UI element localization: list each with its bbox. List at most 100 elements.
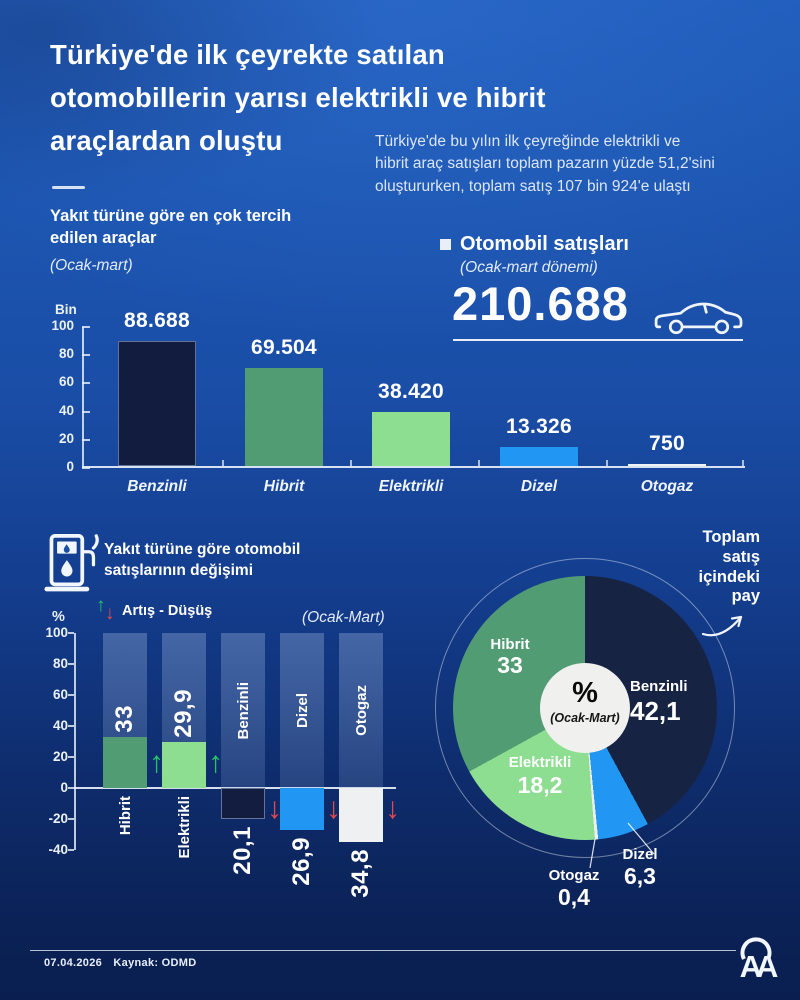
bar-category-label: Otogaz	[346, 633, 376, 788]
pie-label-otogaz: Otogaz	[548, 867, 600, 884]
y-axis-tick-label: 40	[52, 718, 68, 733]
y-axis-tick-label: 100	[51, 318, 74, 333]
pie-center-period: (Ocak-Mart)	[550, 710, 620, 725]
pie-annotation: Toplam satış içindeki pay	[698, 528, 760, 606]
band-dizel	[280, 633, 324, 788]
bar-category-label: Dizel	[520, 478, 558, 495]
bar-value-label: 88.688	[123, 308, 191, 332]
page-title: Türkiye'de ilk çeyrekte satılan otomobil…	[50, 39, 546, 156]
bar-value-label: 20,1	[226, 826, 260, 906]
legend-arrows: ↑ ↓	[96, 595, 115, 631]
sales-summary: Otomobil satışları (Ocak-mart dönemi) 21…	[438, 228, 768, 353]
chart1-period: (Ocak-mart)	[50, 257, 133, 274]
bar-category-label: Benzinli	[228, 633, 258, 788]
bar-value-text: 33	[111, 705, 138, 733]
pie-value-benzinli: 42,1	[630, 696, 681, 726]
y-axis-tick	[68, 756, 74, 758]
y-axis-tick-label: 80	[58, 346, 74, 362]
y-axis-tick-label: 20	[52, 749, 68, 764]
y-axis-tick-label: 20	[58, 430, 74, 446]
down-arrow-icon: ↓	[385, 792, 400, 825]
up-arrow-icon: ↑	[149, 746, 164, 779]
bar-value-label: 13.326	[505, 415, 573, 439]
bar-value-text: 26,9	[288, 836, 315, 886]
bar-category-text: Dizel	[293, 692, 311, 728]
chart2-legend-label: Artış - Düşüş	[122, 603, 213, 619]
y-axis-tick	[68, 663, 74, 665]
y-axis-tick	[68, 632, 74, 634]
bar-elektrikli	[162, 741, 206, 788]
decrease-arrow-icon: ↓	[105, 603, 115, 624]
bar-dizel	[500, 447, 578, 466]
y-axis-tick-label: 80	[52, 656, 68, 671]
bar-chart-change-by-fuel: Yakıt türüne göre otomobil satışlarının …	[40, 525, 430, 920]
bar-category-label: Hibrit	[263, 478, 305, 495]
bar-value-text: 29,9	[170, 688, 197, 738]
y-axis-tick	[82, 410, 90, 413]
y-axis-tick	[68, 725, 74, 727]
bar-category-label: Dizel	[287, 633, 317, 788]
y-axis-tick-label: 60	[58, 374, 74, 390]
pie-center-badge: % (Ocak-Mart)	[540, 663, 630, 753]
bar-category-label: Hibrit	[110, 796, 140, 891]
y-axis-tick-label: 60	[52, 687, 68, 702]
bar-otogaz	[339, 788, 383, 842]
y-axis-tick-label: 0	[60, 780, 68, 795]
bar-category-label: Benzinli	[127, 478, 187, 495]
x-axis-tick	[222, 460, 224, 466]
footer-divider	[30, 950, 736, 951]
y-axis-tick	[68, 787, 74, 789]
chart2-period: (Ocak-Mart)	[302, 609, 385, 626]
y-axis-tick	[82, 382, 90, 385]
footer-date: 07.04.2026	[44, 957, 103, 969]
bar-chart-sales-by-fuel: 100 80 60 40 20 0 88.688 69.504 38.420 13.326 750 …	[40, 300, 760, 510]
car-outline-icon	[654, 302, 743, 335]
y-axis-tick	[68, 818, 74, 820]
band-otogaz	[339, 633, 383, 788]
bar-category-label: Elektrikli	[378, 478, 444, 495]
title-dash-divider	[52, 186, 85, 189]
pie-leader-lines	[589, 822, 655, 869]
band-benzinli	[221, 633, 265, 788]
down-arrow-icon: ↓	[326, 792, 341, 825]
y-axis-tick	[68, 694, 74, 696]
intro-paragraph: Türkiye'de bu yılın ilk çeyreğinde elekt…	[375, 133, 715, 195]
pie-label-hibrit: Hibrit	[490, 636, 530, 653]
bar-benzinli	[118, 340, 196, 466]
bar-value-label: 26,9	[285, 837, 319, 917]
bar-otogaz	[628, 463, 706, 466]
chart1-heading: Yakıt türüne göre en çok tercih edilen a…	[50, 207, 292, 248]
sales-period: (Ocak-mart dönemi)	[460, 259, 598, 276]
y-axis-tick	[82, 354, 90, 357]
bar-benzinli	[221, 788, 265, 820]
bar-category-label: Elektrikli	[169, 796, 199, 891]
chart2-heading: Yakıt türüne göre otomobil satışlarının …	[104, 541, 301, 579]
bar-value-label: 29,9	[167, 676, 201, 738]
chart1-category-labels: Benzinli Hibrit Elektrikli Dizel Otogaz	[82, 478, 762, 502]
bar-category-text: Elektrikli	[175, 796, 193, 859]
chart1-axis-unit: Bin	[55, 302, 77, 317]
svg-text:AA: AA	[740, 949, 778, 984]
pie-value-hibrit: 33	[497, 652, 523, 678]
total-sales-value: 210.688	[452, 277, 629, 330]
bar-value-text: 34,8	[347, 848, 374, 898]
y-axis-line	[74, 633, 76, 850]
bar-value-label: 38.420	[377, 379, 445, 403]
y-axis-tick-label: 0	[66, 459, 74, 474]
y-axis-tick	[82, 467, 90, 469]
square-bullet-icon	[440, 239, 451, 250]
pie-label-benzinli: Benzinli	[630, 678, 688, 695]
curved-arrow-icon	[701, 615, 743, 637]
y-axis-tick	[82, 438, 90, 441]
bar-value-label: 33	[108, 671, 142, 733]
chart1-plot-area: 100 80 60 40 20 0 88.688 69.504 38.420 13.326 750	[51, 300, 747, 474]
footer-source: Kaynak: ODMD	[113, 957, 197, 969]
x-axis-line	[82, 466, 745, 468]
y-axis-tick-label: -20	[48, 811, 68, 826]
bar-category-label: Otogaz	[640, 478, 694, 495]
pie-ring-outline	[435, 558, 735, 858]
bar-dizel	[280, 788, 324, 830]
y-axis-tick-label: 40	[58, 402, 74, 418]
sales-underline	[453, 339, 743, 341]
x-axis-tick	[606, 460, 608, 466]
